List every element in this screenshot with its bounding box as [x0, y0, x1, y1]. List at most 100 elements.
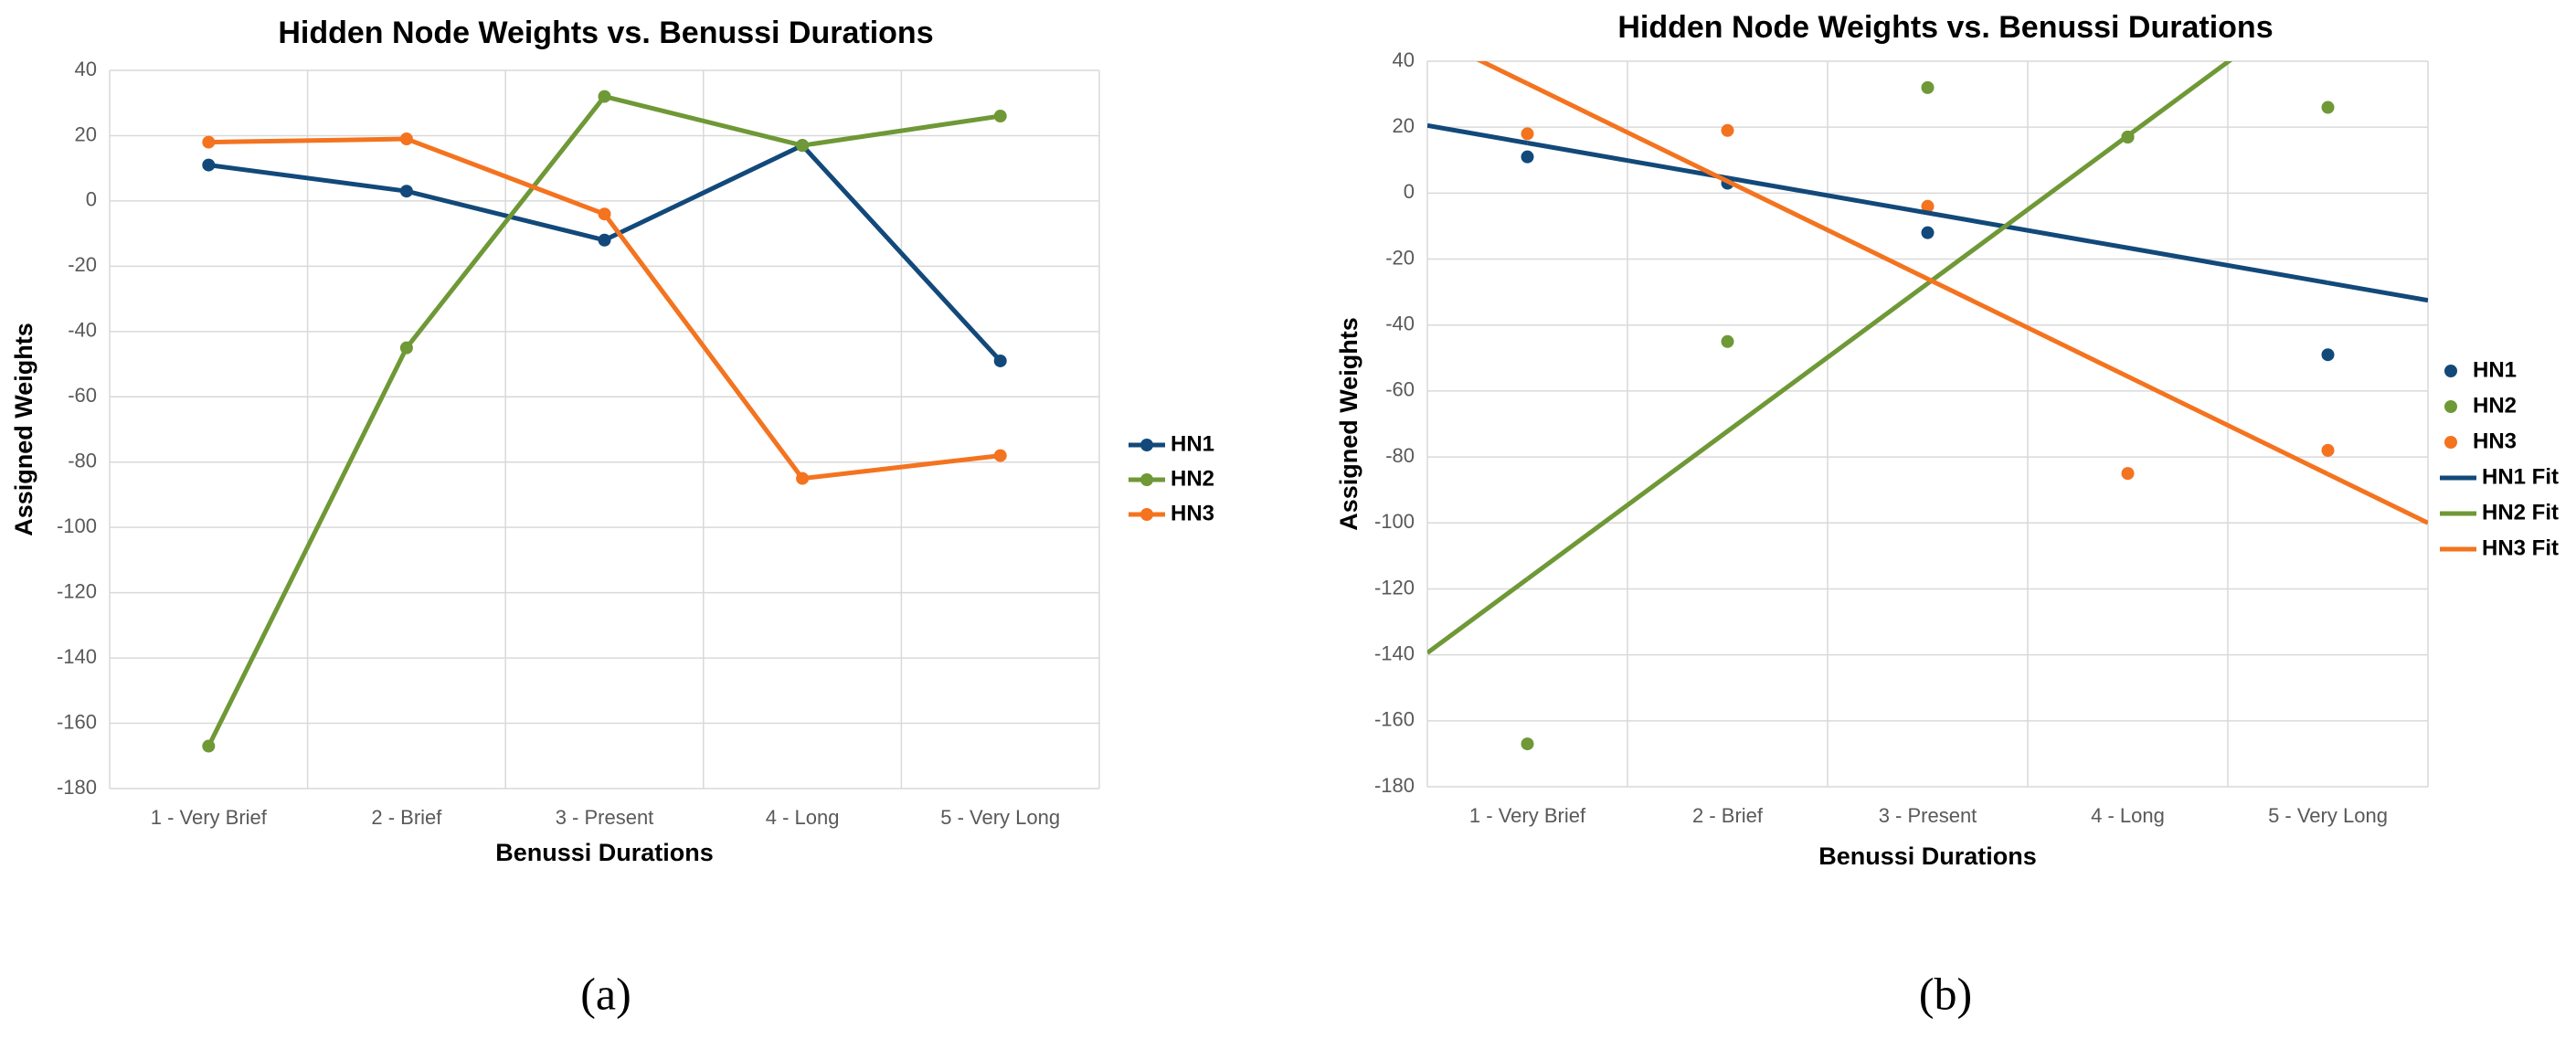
y-tick-label: -100	[1374, 510, 1415, 533]
legend-label: HN1 Fit	[2482, 464, 2559, 489]
fit-extension	[1476, 61, 1529, 86]
data-point	[598, 90, 611, 103]
data-point	[598, 207, 611, 221]
y-tick-label: 0	[86, 188, 97, 211]
data-point	[1921, 199, 1935, 213]
data-point	[2321, 443, 2335, 457]
legend-marker	[2444, 400, 2457, 413]
series-line	[1526, 81, 2329, 477]
legend-item: HN3 Fit	[2440, 535, 2559, 560]
y-tick-label: 0	[1404, 180, 1415, 203]
y-tick-label: -60	[1385, 378, 1415, 401]
data-point	[399, 185, 413, 198]
legend-item: HN1 Fit	[2440, 464, 2559, 489]
x-tick-label: 2 - Brief	[371, 806, 442, 829]
y-tick-label: -140	[57, 645, 97, 668]
legend-item: HN2	[1129, 466, 1214, 491]
y-tick-label: -40	[68, 319, 97, 342]
legend-item: HN1	[1129, 431, 1214, 456]
fit-extension	[1427, 122, 1528, 145]
panel-label: (a)	[580, 968, 631, 1019]
legend-item: HN3	[1129, 501, 1214, 525]
panel-label: (b)	[1919, 968, 1972, 1019]
y-tick-label: 40	[1393, 48, 1415, 71]
data-point	[202, 158, 216, 172]
y-tick-label: 20	[1393, 114, 1415, 137]
data-point	[2321, 348, 2335, 362]
data-point	[202, 739, 216, 753]
x-tick-label: 5 - Very Long	[2268, 804, 2388, 827]
y-tick-label: -160	[57, 710, 97, 733]
data-point	[1521, 737, 1534, 751]
fit-extension	[2327, 472, 2428, 525]
y-tick-label: -120	[1374, 576, 1415, 599]
y-axis-label: Assigned Weights	[1335, 317, 1362, 531]
y-tick-label: -20	[68, 253, 97, 276]
data-point	[993, 449, 1007, 462]
legend-item: HN2	[2444, 393, 2517, 418]
data-point	[993, 354, 1007, 367]
legend-marker	[1140, 473, 1153, 486]
x-tick-label: 5 - Very Long	[940, 806, 1060, 829]
y-tick-label: -100	[57, 514, 97, 537]
legend-item: HN2 Fit	[2440, 500, 2559, 524]
legend-marker	[1140, 439, 1153, 451]
y-tick-label: -180	[1374, 774, 1415, 797]
y-tick-label: -120	[57, 579, 97, 602]
x-axis-label: Benussi Durations	[1818, 842, 2037, 870]
y-tick-label: -80	[68, 450, 97, 472]
x-tick-label: 4 - Long	[2091, 804, 2165, 827]
y-tick-label: -140	[1374, 641, 1415, 664]
y-axis-label: Assigned Weights	[10, 323, 37, 536]
legend-marker	[2444, 365, 2457, 377]
series-line	[208, 136, 1001, 482]
y-tick-label: -180	[57, 776, 97, 799]
x-tick-label: 3 - Present	[1879, 804, 1977, 827]
data-point	[993, 110, 1007, 123]
legend-label: HN1	[1171, 431, 1214, 456]
y-tick-label: -160	[1374, 708, 1415, 731]
x-tick-label: 3 - Present	[556, 806, 654, 829]
legend-label: HN1	[2473, 357, 2517, 382]
data-point	[1921, 80, 1935, 94]
legend-label: HN2	[1171, 466, 1214, 491]
data-point	[1721, 123, 1734, 137]
data-point	[1521, 150, 1534, 164]
data-point	[2321, 101, 2335, 114]
chart-title: Hidden Node Weights vs. Benussi Duration…	[278, 16, 933, 50]
x-axis-label: Benussi Durations	[495, 839, 714, 866]
x-tick-label: 4 - Long	[766, 806, 840, 829]
y-tick-label: -80	[1385, 444, 1415, 467]
series-line	[207, 143, 1002, 363]
legend-label: HN2 Fit	[2482, 500, 2559, 524]
data-point	[1521, 127, 1534, 141]
legend-label: HN3 Fit	[2482, 535, 2559, 560]
data-point	[1921, 226, 1935, 239]
data-point	[399, 132, 413, 146]
data-point	[202, 135, 216, 149]
y-tick-label: 40	[75, 58, 97, 80]
y-tick-label: -60	[68, 384, 97, 407]
series-line	[1527, 141, 2328, 285]
data-point	[598, 233, 611, 247]
legend-item: HN3	[2444, 429, 2517, 453]
x-tick-label: 1 - Very Brief	[151, 806, 268, 829]
series-line	[1526, 61, 2233, 581]
fit-extension	[2327, 281, 2428, 303]
y-tick-label: -40	[1385, 313, 1415, 335]
series-line	[207, 94, 1002, 747]
x-tick-label: 1 - Very Brief	[1469, 804, 1586, 827]
data-point	[796, 472, 810, 485]
legend-marker	[2444, 436, 2457, 449]
y-tick-label: 20	[75, 122, 97, 145]
data-point	[399, 341, 413, 355]
legend-label: HN2	[2473, 393, 2517, 418]
legend-label: HN3	[1171, 501, 1214, 525]
data-point	[796, 139, 810, 153]
legend-item: HN1	[2444, 357, 2517, 382]
chart: 40 20 0 -20 -40 -60 -80 -100 -120 -140 -160 -180 1 -…	[1335, 10, 2559, 1019]
chart-title: Hidden Node Weights vs. Benussi Duration…	[1617, 10, 2273, 45]
legend-marker	[1140, 508, 1153, 521]
data-point	[2121, 467, 2135, 481]
data-point	[1721, 334, 1734, 348]
